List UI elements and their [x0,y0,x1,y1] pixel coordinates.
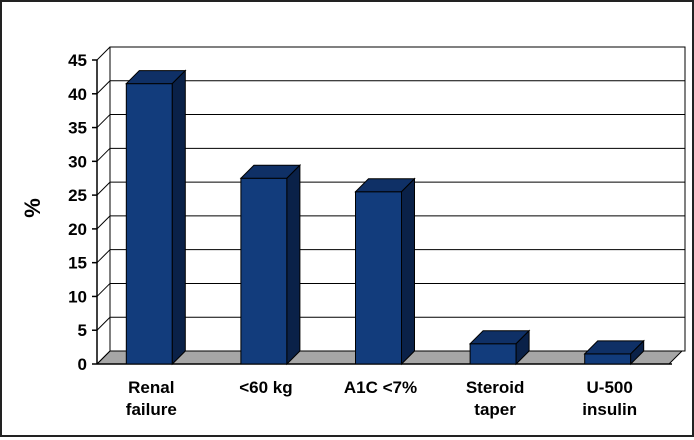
bar-side [286,164,301,366]
x-tick-label: Steroid [466,378,525,397]
x-tick-label: U-500 [587,378,633,397]
x-tick-label: <60 kg [239,378,292,397]
bar-front [584,353,632,365]
grid-line-depth [96,249,111,264]
bar-side [630,339,645,366]
y-tick-label: 10 [68,287,87,306]
grid-line-depth [96,316,111,331]
bar-front [469,343,517,365]
x-tick-label: Renal [128,378,174,397]
bar-front [240,177,288,365]
grid-line-depth [96,215,111,230]
y-tick-label: 40 [68,85,87,104]
grid-line-depth [96,114,111,128]
y-tick-label: 5 [78,321,87,340]
y-tick-label: 20 [68,220,87,239]
grid-line-depth [96,46,111,61]
grid-line-depth [96,181,111,196]
bar-side [401,177,415,366]
y-axis-label: % [20,198,45,218]
y-tick-label: 35 [68,119,87,138]
y-tick-label: 15 [68,254,87,273]
bar [354,177,416,366]
bars [125,69,645,366]
bar-side [515,329,530,366]
y-tick-label: 45 [68,51,87,70]
y-tick-label: 0 [78,355,87,374]
bar-side [171,69,186,366]
y-tick-label: 25 [68,186,87,205]
x-tick-label: failure [126,400,177,419]
grid-line-depth [96,283,111,297]
bar-chart: 0 5 10 15 20 25 30 35 40 45 Renal failure <60 kg A1C… [20,46,686,419]
grid-line-depth [96,147,111,162]
y-tick-labels: 0 5 10 15 20 25 30 35 40 45 [68,51,87,374]
floor-edge [96,350,111,365]
x-tick-label: insulin [582,400,637,419]
y-tick-label: 30 [68,152,87,171]
x-tick-label: A1C <7% [344,378,417,397]
bar [239,164,302,366]
bar [583,339,645,366]
bar-front [355,191,402,365]
bar-front [125,83,173,365]
grid-line-depth [96,80,111,95]
bar [125,69,187,366]
bar [468,329,531,366]
x-tick-label: taper [474,400,516,419]
x-tick-labels: Renal failure <60 kg A1C <7% Steroid taper U-5… [126,378,637,419]
